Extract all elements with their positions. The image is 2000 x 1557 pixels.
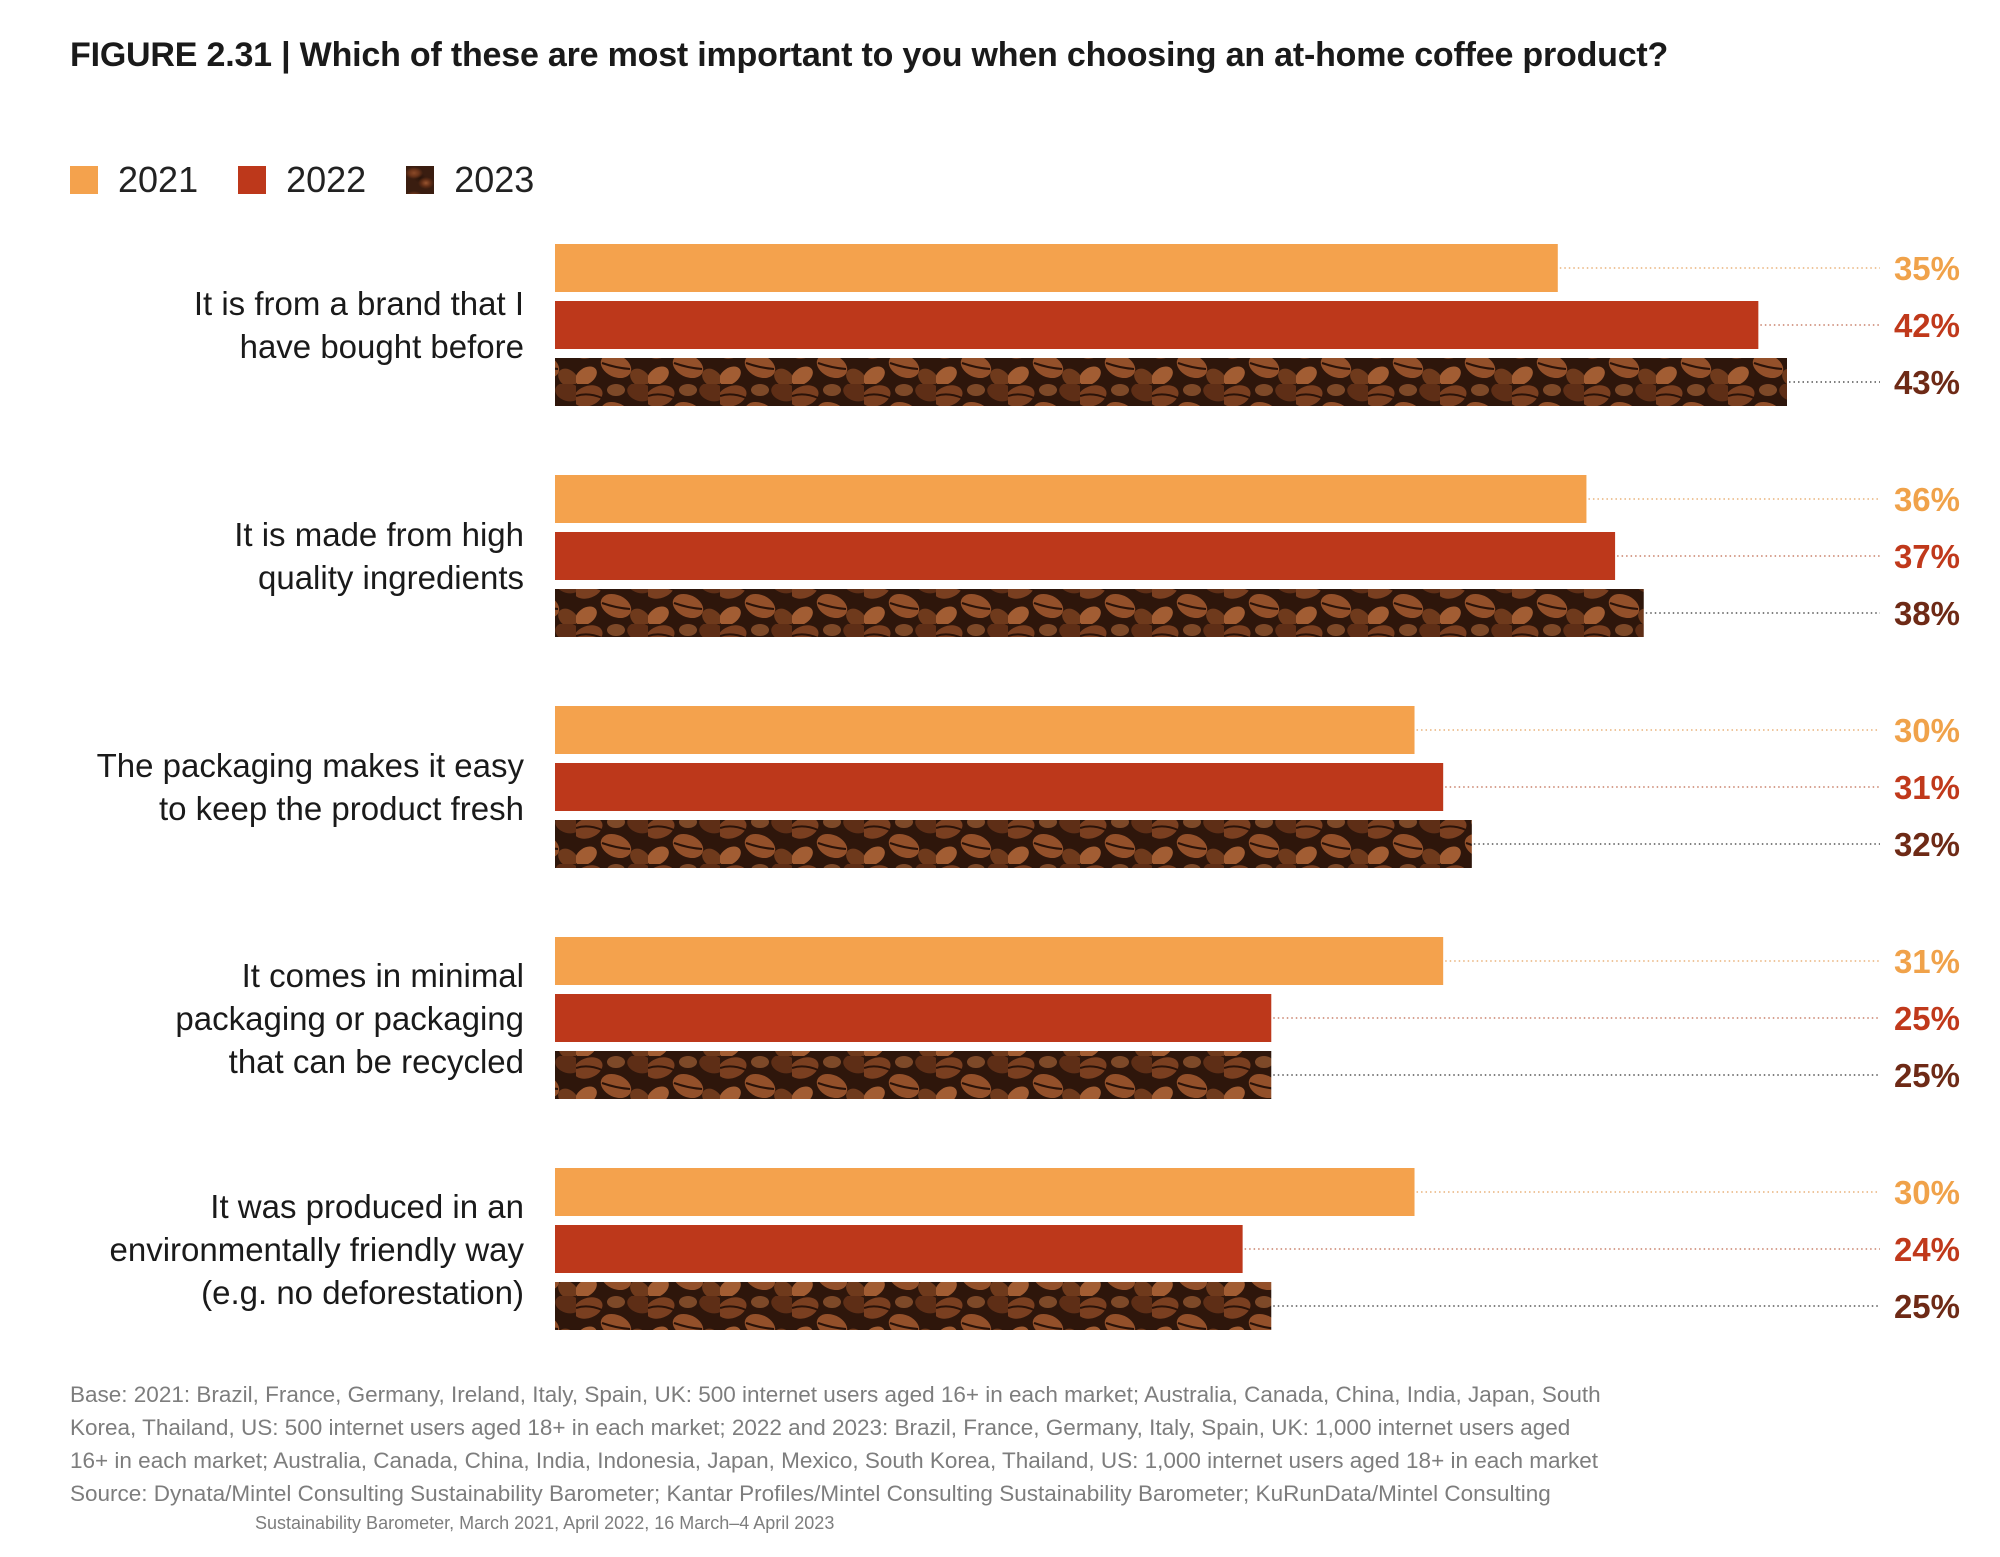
category-label-line: The packaging makes it easy [96,747,524,784]
bar-2021-3 [555,706,1415,754]
footnote-line: Source: Dynata/Mintel Consulting Sustain… [70,1481,1551,1506]
category-label-line: It comes in minimal [241,956,524,994]
data-label-2022-1: 42% [1894,307,1960,344]
legend-label-2023: 2023 [454,159,535,200]
category-label-line: (e.g. no deforestation) [201,1273,524,1311]
data-label-2023-1: 43% [1894,364,1960,401]
category-label-line: It is made from high [234,516,524,553]
data-label-2023-4: 25% [1894,1057,1960,1094]
bar-2021-1 [555,244,1558,292]
footnote: Base: 2021: Brazil, France, Germany, Ire… [70,1378,1630,1536]
bar-2021-2 [555,475,1587,523]
bar-2023-1 [555,358,1787,406]
bar-2023-4 [555,1051,1272,1099]
bar-2022-5 [555,1225,1243,1273]
category-label-3: The packaging makes it easy to keep the p… [40,744,524,830]
category-label-1: It is from a brand that I have bought bef… [40,282,524,368]
data-label-2022-3: 31% [1894,769,1960,806]
category-label-line: that can be recycled [228,1042,524,1080]
category-label-line: have bought before [239,328,524,365]
footnote-line: Base: 2021: Brazil, France, Germany, Ire… [70,1382,1601,1407]
legend-swatch-2022 [238,166,267,194]
bar-2022-4 [555,994,1272,1042]
data-label-2023-5: 25% [1894,1288,1960,1325]
data-label-2021-5: 30% [1894,1174,1960,1211]
bar-2021-4 [555,937,1444,985]
chart-legend: 2021 2022 2023 [70,158,574,202]
legend-item-2023: 2023 [406,159,534,201]
data-label-2022-4: 25% [1894,1000,1960,1037]
bar-2022-3 [555,763,1444,811]
data-label-2021-3: 30% [1894,712,1960,749]
legend-item-2021: 2021 [70,159,198,201]
data-label-2022-5: 24% [1894,1231,1960,1268]
data-label-2021-4: 31% [1894,943,1960,980]
category-label-line: to keep the product fresh [158,790,524,827]
bar-2021-5 [555,1168,1415,1216]
category-label-line: It was produced in an [210,1187,524,1225]
footnote-line: Korea, Thailand, US: 500 internet users … [70,1415,1571,1440]
bar-2022-1 [555,301,1759,349]
bar-2023-2 [555,589,1644,637]
data-label-2021-2: 36% [1894,481,1960,518]
bar-2023-5 [555,1282,1272,1330]
legend-label-2022: 2022 [286,159,367,200]
category-label-line: packaging or packaging [175,999,524,1037]
category-label-line: environmentally friendly way [109,1230,524,1268]
legend-swatch-2023 [406,166,435,194]
data-label-2022-2: 37% [1894,538,1960,575]
data-label-2023-3: 32% [1894,826,1960,863]
category-label-line: quality ingredients [258,559,524,596]
category-label-line: It is from a brand that I [193,285,524,322]
footnote-line: 16+ in each market; Australia, Canada, C… [70,1448,1599,1473]
legend-label-2021: 2021 [118,159,199,200]
legend-item-2022: 2022 [238,159,366,201]
bar-2023-3 [555,820,1472,868]
data-label-2021-1: 35% [1894,250,1960,287]
bar-chart: 35% 42% 43% 36% 37% 38% 30% 31% 32% 31% 25% 25% 30% 2… [555,244,1960,1330]
data-label-2023-2: 38% [1894,595,1960,632]
category-label-5: It was produced in an environmentally fri… [40,1185,524,1314]
figure-title: FIGURE 2.31 | Which of these are most im… [70,36,1669,74]
footnote-source-dates: Sustainability Barometer, March 2021, Ap… [255,1513,835,1533]
category-label-4: It comes in minimal packaging or packagin… [40,954,524,1083]
legend-swatch-2021 [70,166,98,194]
category-label-2: It is made from high quality ingredients [40,513,524,599]
bar-2022-2 [555,532,1616,580]
